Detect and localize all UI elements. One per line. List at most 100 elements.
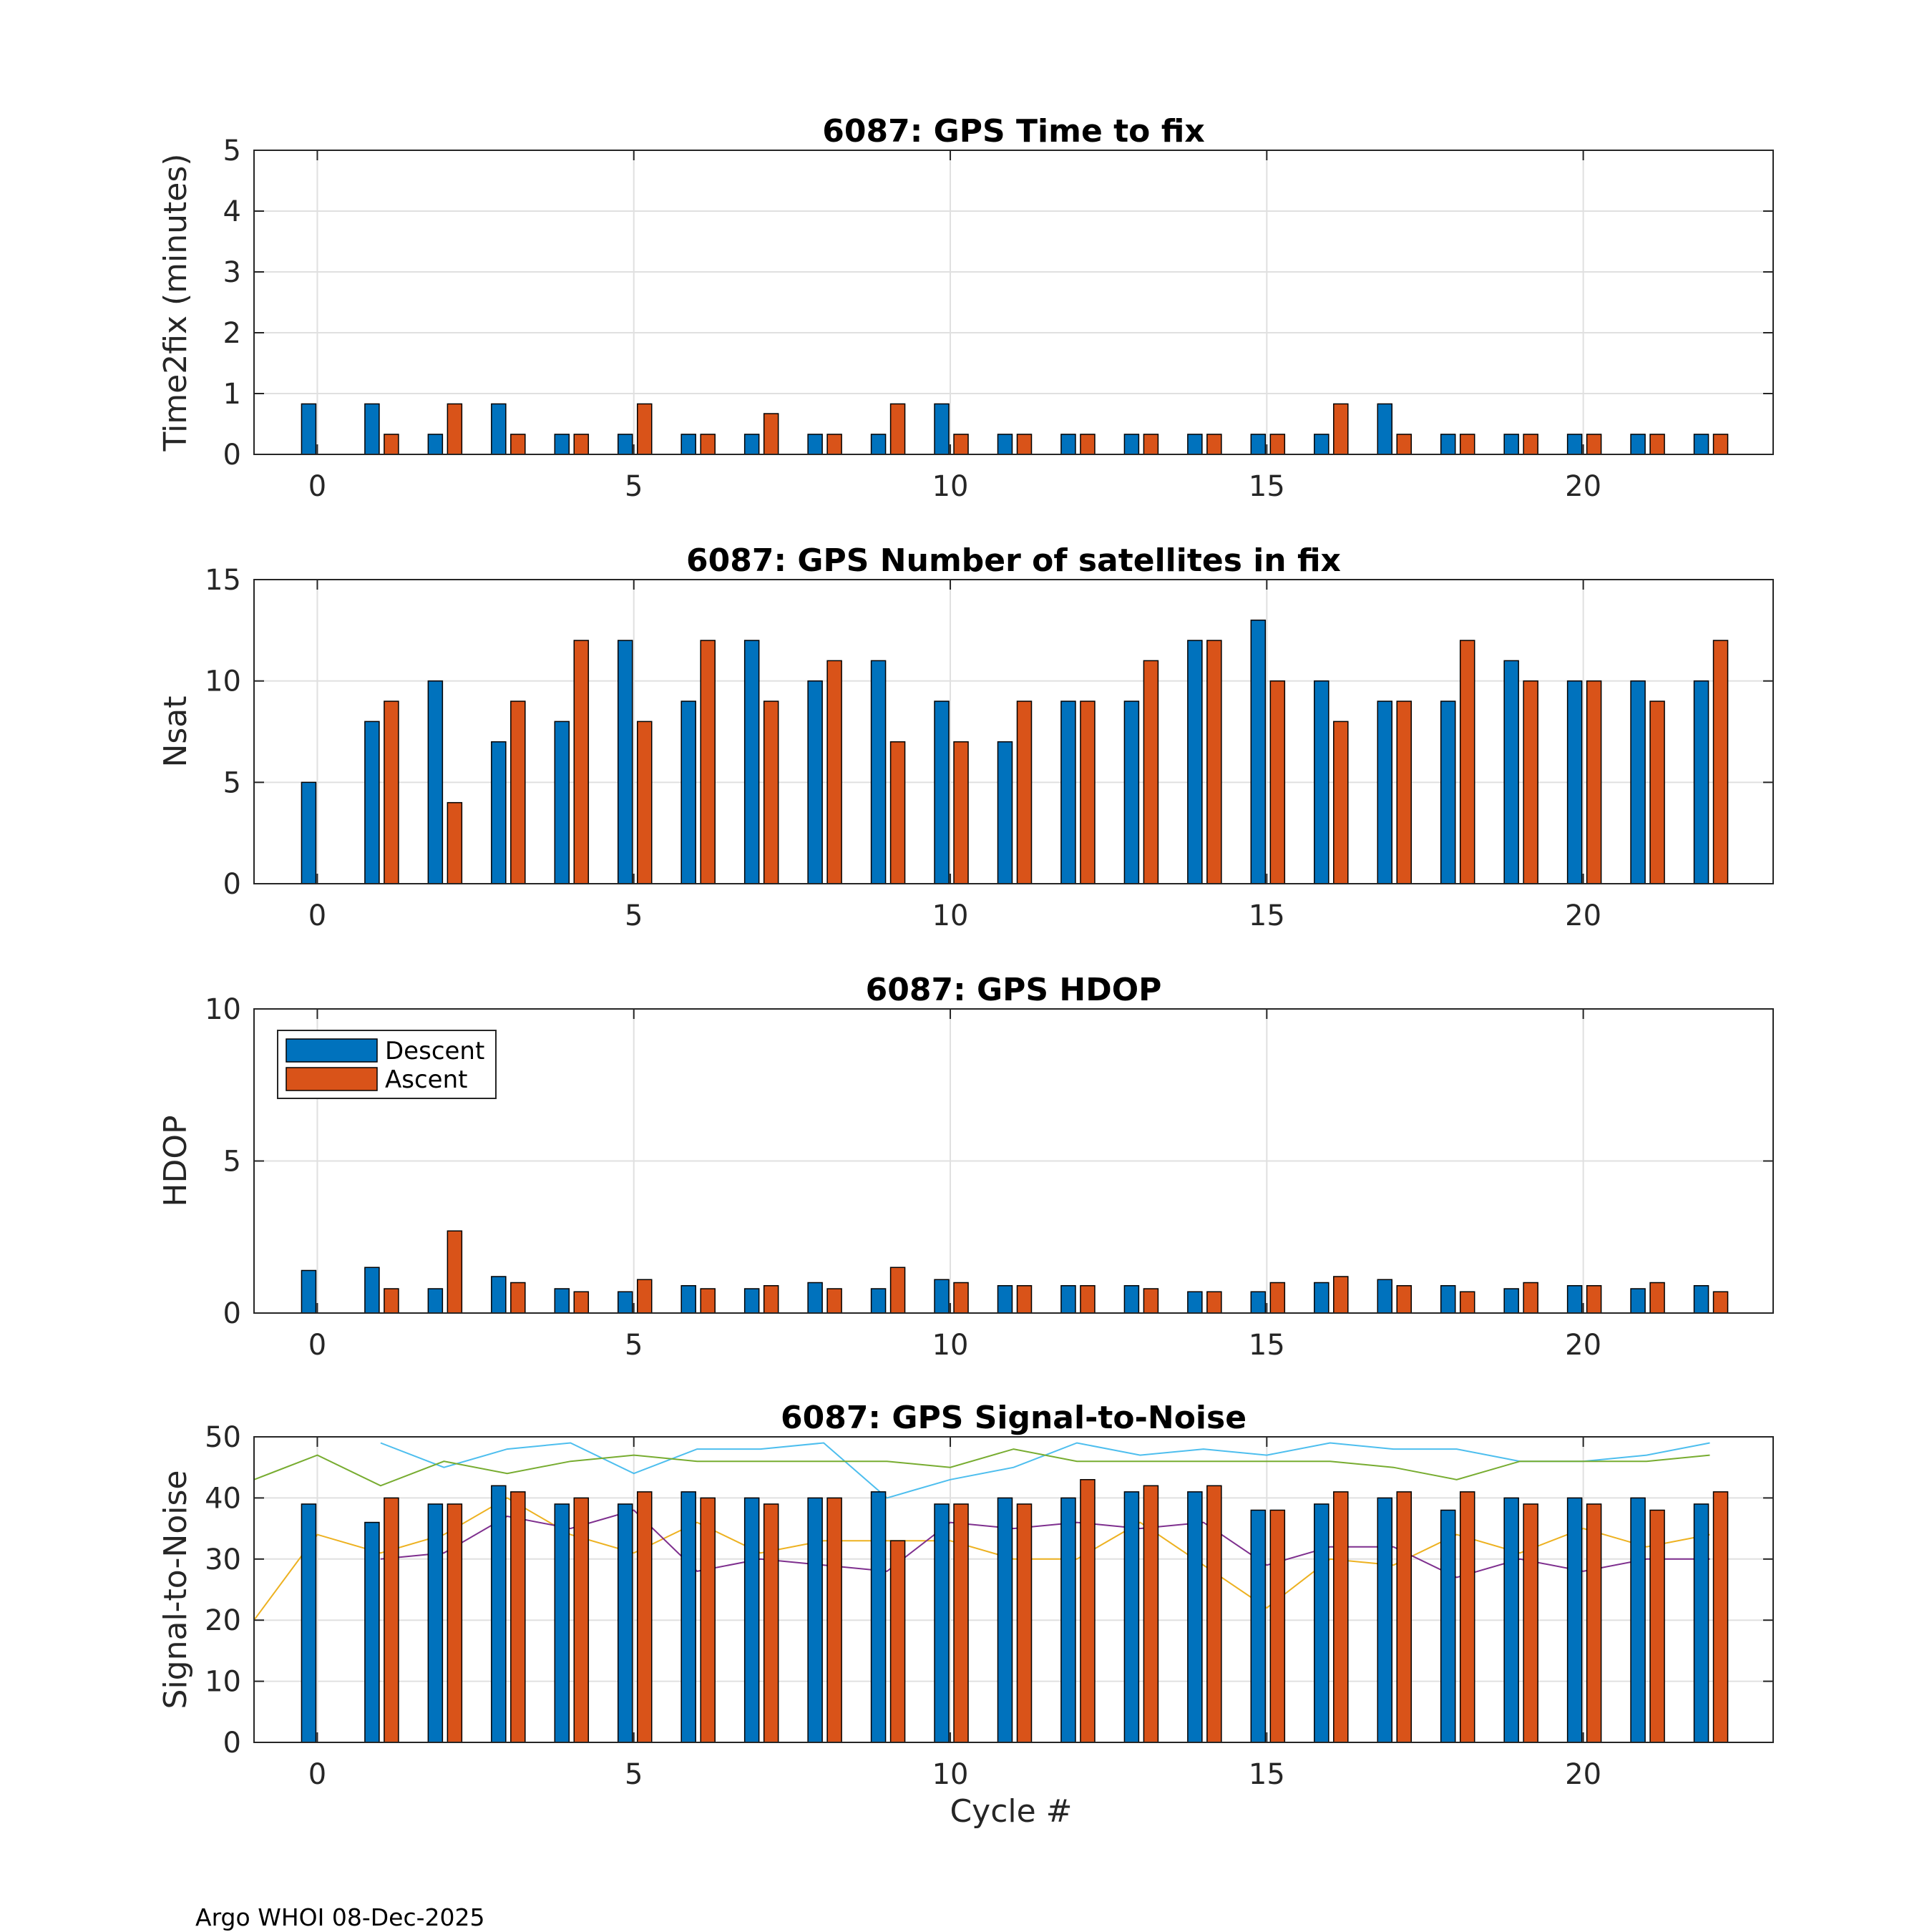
chart-title: 6087: GPS Number of satellites in fix <box>686 542 1341 579</box>
y-tick-label: 30 <box>205 1543 241 1576</box>
descent-bar <box>554 1288 570 1314</box>
ascent-bar <box>826 1497 842 1743</box>
descent-bar <box>1440 1509 1456 1743</box>
ascent-bar <box>1206 434 1222 455</box>
hdop-panel: 0 5 10 15 20 0 5 10 6087: GPS HDOP HDOP DescentAsc… <box>157 972 1774 1362</box>
descent-bar <box>1250 619 1267 884</box>
ascent-bar <box>826 660 842 884</box>
ascent-bar <box>953 1503 969 1743</box>
descent-bar <box>870 434 887 455</box>
ascent-bar <box>637 1491 653 1743</box>
ascent-bar <box>1333 721 1349 884</box>
ascent-bar <box>384 701 399 884</box>
y-tick-label: 10 <box>205 665 241 698</box>
ascent-bar <box>510 434 526 455</box>
descent-bar <box>1123 434 1140 455</box>
y-tick-label: 0 <box>223 1297 241 1330</box>
signal-to-noise-panel: 0 5 10 15 20 0 10 20 30 40 50 6087: GPS Signal-to-N… <box>157 1400 1774 1791</box>
ascent-bar <box>700 1288 716 1314</box>
ascent-bar <box>889 741 906 884</box>
ascent-bar <box>1712 640 1729 884</box>
y-tick-label: 15 <box>205 564 241 597</box>
descent-bar <box>680 701 696 884</box>
ascent-bar <box>1649 701 1665 884</box>
ascent-bar <box>1080 1285 1096 1314</box>
y-tick-label: 5 <box>223 1146 241 1179</box>
descent-bar <box>1630 434 1646 455</box>
ascent-bar <box>763 701 779 884</box>
legend-ascent-label: Ascent <box>385 1065 467 1094</box>
descent-bar <box>1693 434 1709 455</box>
ascent-bar <box>447 1503 463 1743</box>
x-axis-label: Cycle # <box>950 1793 1072 1830</box>
ascent-bar <box>637 1279 653 1314</box>
ascent-bar <box>573 1291 590 1314</box>
plot-area <box>254 580 1773 884</box>
descent-bar <box>1123 701 1140 884</box>
ascent-bar <box>1080 1479 1096 1743</box>
descent-bar <box>618 1503 633 1743</box>
descent-bar <box>1440 1285 1456 1314</box>
ascent-bar <box>953 434 969 455</box>
footer-credit: Argo WHOI 08-Dec-2025 <box>195 1903 485 1931</box>
ascent-bar <box>637 721 653 884</box>
ascent-bar <box>889 1267 906 1314</box>
x-tick-label: 20 <box>1565 1758 1601 1791</box>
descent-bar <box>1060 1497 1076 1743</box>
ascent-bar <box>1459 1491 1475 1743</box>
ascent-bar <box>510 1491 526 1743</box>
ascent-bar <box>1333 403 1349 455</box>
descent-bar <box>618 640 633 884</box>
y-tick-label: 4 <box>223 195 241 228</box>
x-tick-label: 15 <box>1249 1329 1285 1362</box>
descent-bar <box>364 1521 380 1743</box>
y-tick-label: 0 <box>223 439 241 472</box>
ascent-bar <box>1396 1285 1412 1314</box>
descent-bar <box>1060 434 1076 455</box>
ascent-bar <box>1523 680 1538 884</box>
descent-bar <box>554 721 570 884</box>
descent-bar <box>807 1282 823 1314</box>
y-axis-label: Time2fix (minutes) <box>157 154 194 452</box>
x-tick-label: 5 <box>625 470 643 503</box>
legend-descent-label: Descent <box>385 1037 484 1065</box>
descent-bar <box>997 1497 1013 1743</box>
ascent-bar <box>573 640 590 884</box>
descent-bar <box>618 1291 633 1314</box>
snr-line-2 <box>253 1448 1710 1487</box>
ascent-bar <box>700 640 716 884</box>
ascent-bar <box>700 434 716 455</box>
descent-bar <box>491 741 507 884</box>
ascent-bar <box>1016 1285 1033 1314</box>
ascent-bar <box>889 403 906 455</box>
ascent-bar <box>384 1288 399 1314</box>
ascent-bar <box>573 1497 590 1743</box>
ascent-bar <box>1523 434 1538 455</box>
descent-bar <box>1377 1279 1392 1314</box>
descent-bar <box>934 403 950 455</box>
x-tick-label: 10 <box>932 899 969 932</box>
plot-area <box>254 150 1773 454</box>
ascent-bar <box>1396 1491 1412 1743</box>
ascent-bar <box>1080 701 1096 884</box>
y-tick-label: 10 <box>205 1666 241 1699</box>
descent-bar <box>554 434 570 455</box>
ascent-bar <box>1143 660 1159 884</box>
descent-bar <box>1314 1282 1330 1314</box>
descent-bar <box>870 1491 887 1743</box>
ascent-bar <box>1712 1491 1729 1743</box>
axes-box <box>253 579 1774 884</box>
descent-bar <box>1250 1291 1267 1314</box>
x-tick-label: 10 <box>932 470 969 503</box>
axes-box <box>253 150 1774 455</box>
descent-bar <box>1503 1497 1519 1743</box>
descent-bar <box>807 1497 823 1743</box>
chart-title: 6087: GPS HDOP <box>866 972 1162 1008</box>
descent-bar <box>1566 680 1583 884</box>
x-tick-label: 5 <box>625 1329 643 1362</box>
descent-bar <box>1187 640 1203 884</box>
ascent-bar <box>763 413 779 455</box>
ascent-bar <box>1269 1282 1286 1314</box>
descent-bar <box>301 781 317 884</box>
